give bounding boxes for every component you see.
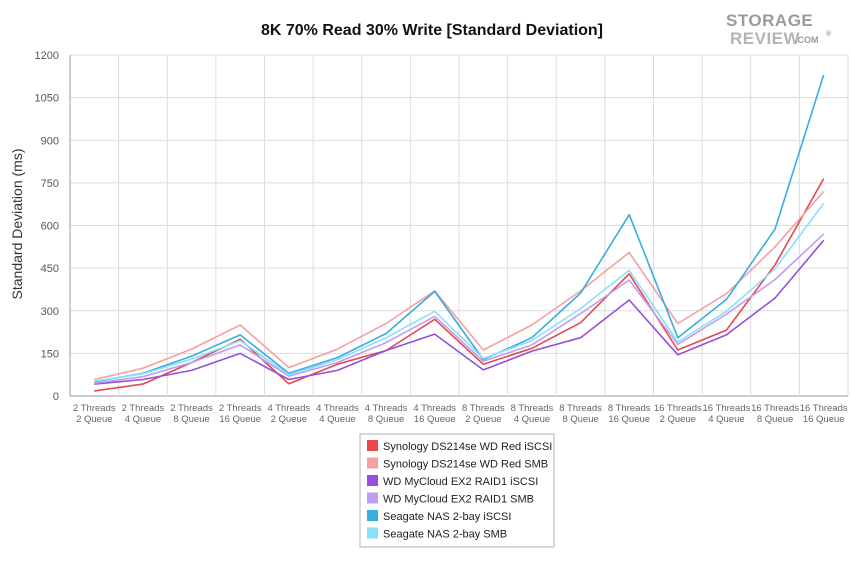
legend-swatch [367, 527, 378, 539]
logo-suffix: .COM [795, 35, 819, 45]
legend-label: Seagate NAS 2-bay SMB [383, 529, 507, 541]
x-tick-label: 2 Threads 16 Queue [219, 403, 262, 425]
chart-title: 8K 70% Read 30% Write [Standard Deviatio… [261, 22, 603, 39]
y-tick-label: 600 [41, 221, 59, 233]
series-line-4 [94, 233, 825, 384]
grid-layer [69, 54, 849, 397]
logo-mark: ® [826, 30, 832, 38]
legend-swatch [367, 475, 378, 486]
x-tick-label: 2 Threads 2 Queue [73, 403, 116, 425]
logo-line2: REVIEW [730, 29, 801, 48]
legend-label: WD MyCloud EX2 RAID1 iSCSI [383, 476, 538, 488]
y-tick-label: 1200 [35, 50, 59, 62]
series-line-3 [94, 239, 825, 385]
x-tick-label: 4 Threads 16 Queue [413, 403, 456, 425]
x-tick-label: 4 Threads 2 Queue [268, 403, 311, 425]
storagereview-logo: STORAGE REVIEW .COM ® [726, 11, 832, 48]
legend-label: Seagate NAS 2-bay iSCSI [383, 511, 511, 523]
x-tick-label: 16 Threads 8 Queue [751, 403, 799, 425]
legend-items: Synology DS214se WD Red iSCSI Synology DS… [367, 440, 552, 541]
y-tick-label: 300 [41, 306, 59, 318]
legend-label: WD MyCloud EX2 RAID1 SMB [383, 494, 534, 506]
series-line-6 [94, 202, 825, 382]
legend-swatch [367, 440, 378, 451]
y-tick-label: 750 [41, 178, 59, 190]
y-tick-label: 900 [41, 135, 59, 147]
series-line-2 [94, 190, 825, 381]
legend-swatch [367, 510, 378, 521]
x-tick-label: 16 Threads 4 Queue [702, 403, 750, 425]
x-tick-label: 2 Threads 4 Queue [122, 403, 165, 425]
x-tick-label: 8 Threads 8 Queue [559, 403, 602, 425]
y-tick-label: 450 [41, 263, 59, 275]
legend-swatch [367, 492, 378, 504]
legend-label: Synology DS214se WD Red SMB [383, 459, 548, 471]
y-tick-labels: 0 150 300 450 600 750 900 1050 1200 [35, 50, 59, 403]
y-tick-label: 1050 [35, 93, 59, 105]
legend-frame [359, 433, 555, 548]
x-tick-label: 4 Threads 8 Queue [365, 403, 408, 425]
x-tick-label: 16 Threads 16 Queue [800, 403, 848, 425]
y-tick-label: 150 [41, 348, 59, 360]
x-tick-label: 4 Threads 4 Queue [316, 403, 359, 425]
x-tick-label: 16 Threads 2 Queue [654, 403, 702, 425]
y-axis-label: Standard Deviation (ms) [9, 149, 25, 300]
series-line-5 [94, 74, 825, 383]
x-tick-label: 8 Threads 2 Queue [462, 403, 505, 425]
series-layer [94, 74, 825, 392]
logo-line1: STORAGE [726, 11, 813, 30]
y-tick-label: 0 [53, 391, 59, 403]
series-line-1 [94, 178, 825, 392]
x-tick-label: 2 Threads 8 Queue [170, 403, 213, 425]
legend-swatch [367, 457, 378, 469]
x-tick-label: 8 Threads 16 Queue [608, 403, 651, 425]
legend-label: Synology DS214se WD Red iSCSI [383, 441, 552, 453]
x-tick-label: 8 Threads 4 Queue [511, 403, 554, 425]
legend: Synology DS214se WD Red iSCSI Synology DS… [359, 433, 555, 548]
